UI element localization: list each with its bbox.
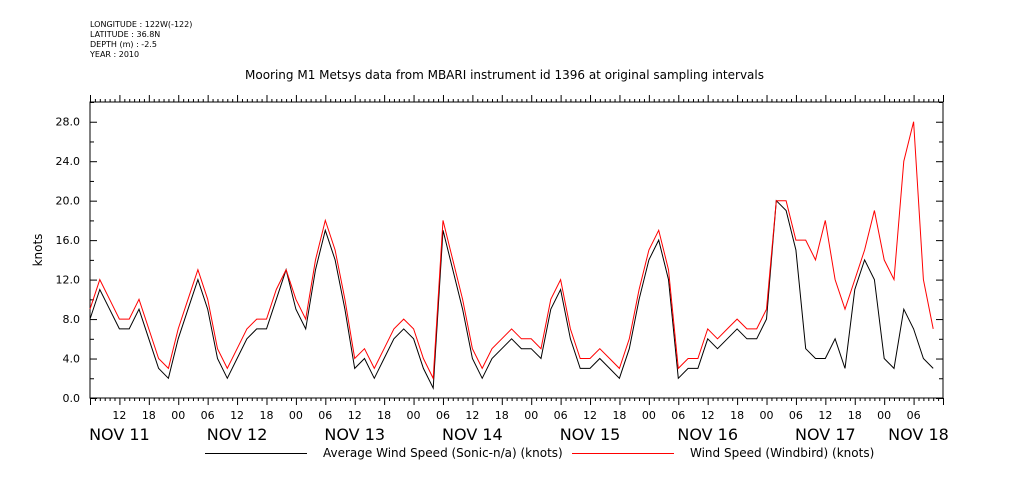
x-hour-label: 12	[701, 409, 715, 422]
x-day-label: NOV 11	[89, 425, 150, 444]
depth-text: DEPTH (m) : -2.5	[90, 40, 157, 49]
series-average-wind-speed-line	[89, 199, 934, 390]
x-hour-label: 06	[907, 409, 921, 422]
x-hour-label: 12	[112, 409, 126, 422]
x-hour-label: 00	[289, 409, 303, 422]
x-hour-label: 18	[848, 409, 862, 422]
y-tick-label: 16.0	[56, 234, 81, 247]
y-axis-label: knots	[31, 234, 45, 267]
mooring-metadata: LONGITUDE : 122W(-122) LATITUDE : 36.8N …	[90, 20, 192, 60]
x-hour-label: 06	[436, 409, 450, 422]
series-windbird-wind-speed-line	[89, 121, 934, 381]
x-hour-label: 18	[730, 409, 744, 422]
x-hour-label: 00	[407, 409, 421, 422]
y-tick-label: 12.0	[56, 274, 81, 287]
legend-red-label: Wind Speed (Windbird) (knots)	[690, 446, 875, 460]
latitude-text: LATITUDE : 36.8N	[90, 30, 161, 39]
chart-title: Mooring M1 Metsys data from MBARI instru…	[245, 68, 764, 82]
x-day-label: NOV 15	[560, 425, 621, 444]
y-tick-label: 4.0	[63, 353, 81, 366]
x-day-label: NOV 14	[442, 425, 503, 444]
x-hour-label: 06	[671, 409, 685, 422]
x-hour-label: 00	[171, 409, 185, 422]
x-hour-label: 18	[377, 409, 391, 422]
y-tick-label: 20.0	[56, 195, 81, 208]
x-hour-label: 06	[789, 409, 803, 422]
x-day-label: NOV 17	[795, 425, 856, 444]
x-hour-label: 00	[524, 409, 538, 422]
y-tick-label: 0.0	[63, 392, 81, 405]
x-day-label: NOV 16	[677, 425, 738, 444]
longitude-text: LONGITUDE : 122W(-122)	[90, 20, 193, 29]
year-text: YEAR : 2010	[90, 50, 140, 59]
x-hour-label: 06	[554, 409, 568, 422]
plot-frame	[89, 101, 944, 399]
x-hour-label: 00	[760, 409, 774, 422]
y-tick-label: 28.0	[56, 116, 81, 129]
x-hour-label: 12	[348, 409, 362, 422]
x-hour-label: 18	[612, 409, 626, 422]
x-hour-label: 00	[877, 409, 891, 422]
x-hour-label: 12	[230, 409, 244, 422]
x-day-label: NOV 18	[888, 425, 949, 444]
x-hour-label: 12	[465, 409, 479, 422]
x-hour-label: 18	[259, 409, 273, 422]
x-hour-label: 06	[318, 409, 332, 422]
x-hour-label: 18	[142, 409, 156, 422]
x-day-label: NOV 12	[207, 425, 268, 444]
x-hour-label: 12	[818, 409, 832, 422]
x-hour-label: 12	[583, 409, 597, 422]
x-hour-label: 06	[201, 409, 215, 422]
y-tick-label: 24.0	[56, 155, 81, 168]
x-day-label: NOV 13	[324, 425, 385, 444]
legend-black-label: Average Wind Speed (Sonic-n/a) (knots)	[323, 446, 563, 460]
x-hour-label: 18	[495, 409, 509, 422]
y-tick-label: 8.0	[63, 313, 81, 326]
x-hour-label: 00	[642, 409, 656, 422]
